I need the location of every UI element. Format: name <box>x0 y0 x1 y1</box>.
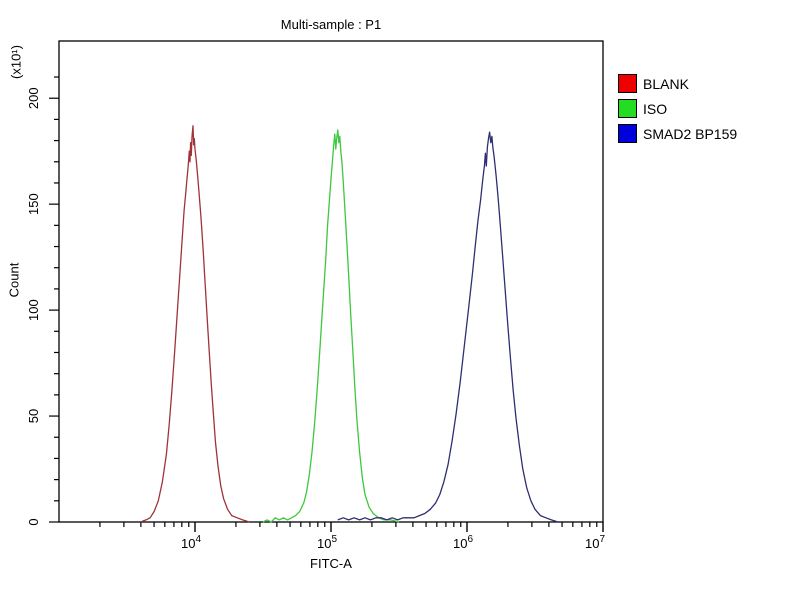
y-axis-label: Count <box>6 262 22 298</box>
legend: BLANK ISO SMAD2 BP159 <box>618 71 737 146</box>
series-curve-blank <box>140 125 250 523</box>
legend-item-iso: ISO <box>618 96 737 121</box>
y-tick-label: 150 <box>26 193 41 215</box>
x-tick-label: 107 <box>585 534 605 551</box>
x-axis-label: FITC-A <box>310 556 352 571</box>
legend-item-blank: BLANK <box>618 71 737 96</box>
blank-color-swatch <box>618 74 637 93</box>
y-tick-label: 50 <box>26 409 41 423</box>
iso-color-swatch <box>618 99 637 118</box>
y-tick-label: 0 <box>26 518 41 525</box>
y-tick-label: 100 <box>26 299 41 321</box>
y-tick-label: 200 <box>26 87 41 109</box>
legend-label: SMAD2 BP159 <box>643 125 738 142</box>
y-axis-multiplier: (x10¹) <box>8 45 24 79</box>
legend-item-smad2: SMAD2 BP159 <box>618 121 737 146</box>
legend-label: BLANK <box>643 75 689 92</box>
series-curve-iso <box>262 129 400 523</box>
x-tick-label: 106 <box>453 534 473 551</box>
series-curve-smad2-bp159 <box>337 131 559 523</box>
chart-title: Multi-sample : P1 <box>280 17 382 32</box>
smad2-color-swatch <box>618 124 637 143</box>
legend-label: ISO <box>643 100 668 117</box>
plot-frame <box>58 40 604 523</box>
x-tick-label: 104 <box>181 534 201 551</box>
x-tick-label: 105 <box>317 534 337 551</box>
